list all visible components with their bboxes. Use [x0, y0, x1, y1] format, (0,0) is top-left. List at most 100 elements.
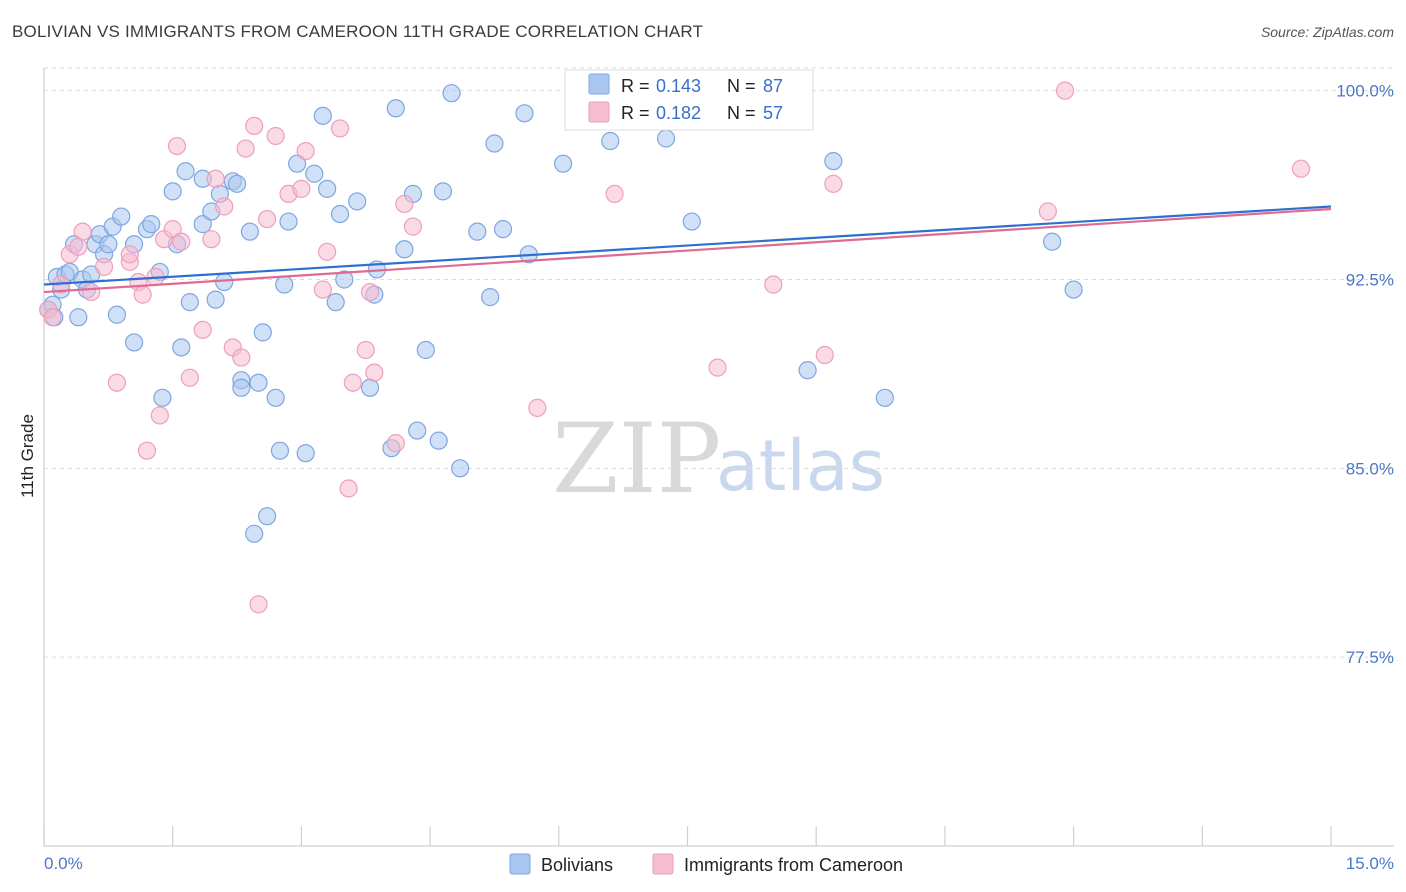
trend-line-immigrants-from-cameroon [43, 207, 1332, 294]
point-immigrants-from-cameroon [824, 174, 843, 193]
point-bolivians [153, 388, 172, 407]
point-immigrants-from-cameroon [1291, 159, 1311, 178]
legend: R = 0.143 N = 87 R = 0.182 N = 57 [564, 69, 814, 131]
point-immigrants-from-cameroon [257, 209, 277, 229]
point-bolivians [266, 388, 285, 407]
point-immigrants-from-cameroon [764, 275, 783, 294]
point-bolivians [348, 192, 367, 211]
point-bolivians [386, 99, 405, 118]
point-immigrants-from-cameroon [292, 179, 311, 198]
point-bolivians [824, 152, 843, 171]
point-immigrants-from-cameroon [232, 348, 251, 367]
y-tick-label: 77.5% [1346, 648, 1394, 667]
point-bolivians [601, 131, 620, 151]
series-immigrants-from-cameroon [39, 81, 1311, 614]
point-immigrants-from-cameroon [296, 141, 315, 161]
point-bolivians [416, 340, 435, 360]
point-immigrants-from-cameroon [266, 126, 285, 146]
point-bolivians [240, 222, 260, 241]
point-immigrants-from-cameroon [815, 345, 834, 365]
point-bolivians [176, 162, 195, 181]
point-bolivians [279, 212, 298, 231]
point-bolivians [227, 174, 247, 193]
legend-swatch-bolivians [588, 73, 610, 95]
point-bolivians [206, 290, 225, 309]
x-tick-label-max: 15.0% [1346, 854, 1394, 873]
point-bolivians [656, 129, 676, 148]
point-immigrants-from-cameroon [605, 184, 624, 203]
watermark-zip: ZIP [552, 403, 721, 515]
legend-n-value-bolivians: 87 [763, 76, 783, 96]
point-bolivians [257, 507, 277, 526]
point-bolivians [270, 441, 290, 460]
point-immigrants-from-cameroon [245, 116, 264, 136]
bottom-legend-label-bolivians: Bolivians [541, 855, 613, 875]
point-immigrants-from-cameroon [528, 398, 547, 418]
legend-r-label-bolivians: R = [621, 76, 650, 96]
legend-swatch-cameroon [588, 101, 610, 123]
point-immigrants-from-cameroon [150, 406, 169, 425]
point-bolivians [798, 361, 817, 380]
point-bolivians [485, 134, 504, 153]
point-bolivians [245, 524, 264, 543]
point-immigrants-from-cameroon [365, 363, 384, 382]
point-bolivians [433, 182, 453, 201]
legend-n-value-cameroon: 57 [763, 103, 783, 123]
point-bolivians [163, 182, 182, 201]
trend-line-bolivians [43, 205, 1332, 286]
point-immigrants-from-cameroon [708, 358, 727, 377]
point-bolivians [99, 235, 118, 254]
point-immigrants-from-cameroon [386, 434, 405, 453]
legend-n-label-cameroon: N = [727, 103, 756, 123]
point-immigrants-from-cameroon [313, 280, 332, 299]
point-bolivians [313, 106, 332, 125]
point-bolivians [107, 305, 127, 324]
chart-title: BOLIVIAN VS IMMIGRANTS FROM CAMEROON 11T… [12, 22, 704, 41]
bottom-legend-swatch-bolivians [509, 853, 531, 875]
legend-r-label-cameroon: R = [621, 103, 650, 123]
point-bolivians [305, 164, 324, 183]
point-immigrants-from-cameroon [69, 237, 88, 256]
point-immigrants-from-cameroon [94, 257, 114, 277]
point-immigrants-from-cameroon [43, 308, 62, 327]
point-immigrants-from-cameroon [330, 119, 350, 138]
legend-n-label-bolivians: N = [727, 76, 756, 96]
point-immigrants-from-cameroon [167, 136, 187, 156]
point-immigrants-from-cameroon [193, 320, 212, 339]
point-immigrants-from-cameroon [180, 368, 199, 387]
y-tick-label: 85.0% [1346, 459, 1394, 478]
point-bolivians [142, 215, 161, 234]
y-axis-label: 11th Grade [18, 414, 37, 498]
point-immigrants-from-cameroon [339, 479, 358, 498]
y-tick-label: 92.5% [1346, 270, 1394, 289]
point-immigrants-from-cameroon [107, 373, 127, 392]
point-bolivians [124, 333, 144, 352]
point-bolivians [330, 204, 350, 224]
point-bolivians [193, 215, 212, 234]
point-bolivians [232, 378, 251, 397]
point-bolivians [682, 212, 701, 231]
point-bolivians [69, 308, 88, 327]
watermark: ZIP atlas [552, 403, 885, 515]
point-bolivians [429, 431, 448, 450]
point-bolivians [875, 388, 894, 407]
point-immigrants-from-cameroon [133, 285, 152, 304]
point-bolivians [1064, 280, 1083, 299]
point-immigrants-from-cameroon [360, 282, 380, 302]
point-bolivians [1043, 232, 1062, 251]
point-bolivians [481, 288, 500, 307]
point-immigrants-from-cameroon [215, 197, 234, 216]
point-bolivians [408, 421, 427, 440]
point-bolivians [553, 154, 573, 173]
point-bolivians [493, 220, 513, 239]
point-bolivians [515, 104, 534, 123]
point-immigrants-from-cameroon [82, 282, 101, 302]
point-bolivians [253, 323, 272, 342]
point-bolivians [180, 293, 199, 312]
y-tick-label: 100.0% [1336, 82, 1394, 101]
point-bolivians [318, 179, 337, 198]
point-bolivians [451, 459, 470, 478]
bottom-legend-label-cameroon: Immigrants from Cameroon [684, 855, 903, 875]
point-bolivians [395, 240, 414, 259]
